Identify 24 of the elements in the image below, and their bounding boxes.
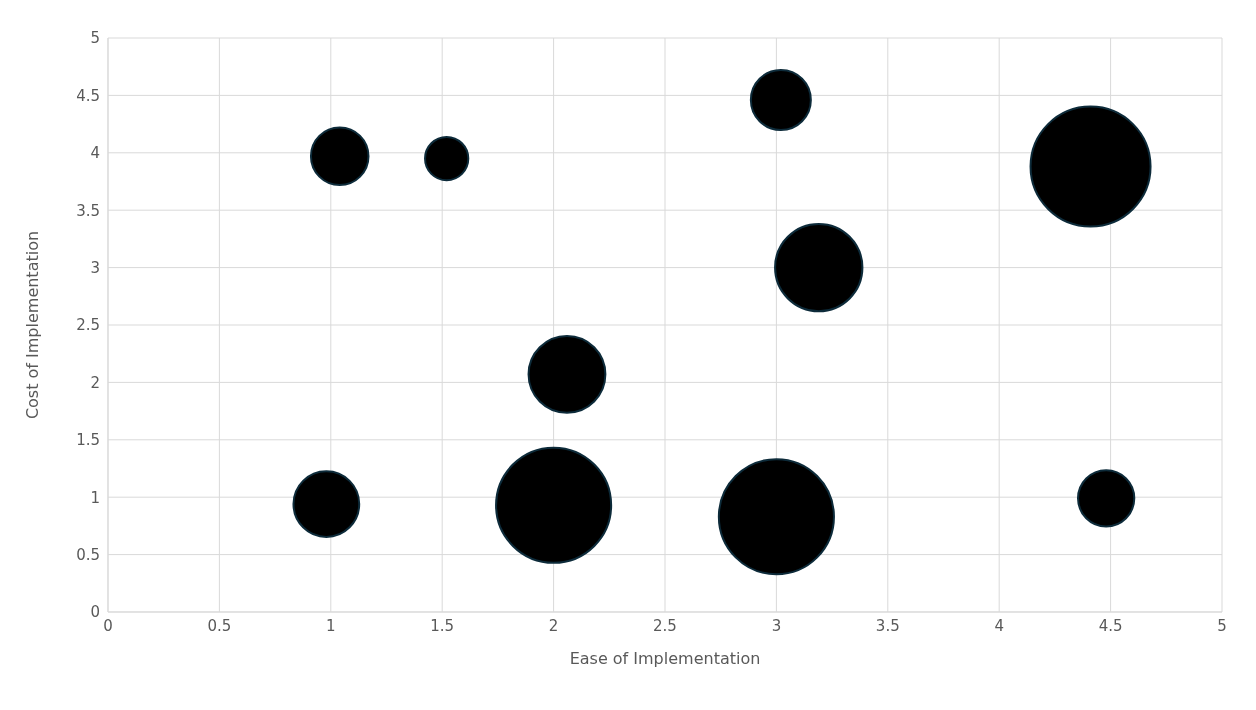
x-tick-label: 1: [326, 616, 336, 635]
y-tick-label: 4.5: [76, 86, 100, 105]
x-tick-label: 2.5: [653, 616, 677, 635]
x-axis-title: Ease of Implementation: [569, 649, 761, 668]
y-tick-label: 0.5: [76, 545, 100, 564]
y-axis-title: Cost of Implementation: [22, 230, 42, 420]
x-tick-label: 2: [548, 616, 559, 635]
y-tick-label: 4: [90, 144, 100, 163]
x-tick-label: 4: [994, 616, 1004, 635]
y-tick-label: 5: [90, 29, 100, 48]
y-tick-label: 3: [90, 258, 100, 277]
x-tick-label: 3: [771, 616, 782, 635]
y-tick-label: 1.5: [76, 431, 100, 450]
y-tick-label: 2.5: [76, 316, 100, 335]
x-tick-label: 4.5: [1098, 616, 1123, 635]
y-tick-label: 2: [90, 373, 100, 392]
x-tick-label: 1.5: [430, 616, 455, 635]
x-tick-label: 3.5: [875, 616, 900, 635]
y-tick-label: 3.5: [76, 201, 100, 220]
y-tick-label: 0: [90, 603, 100, 622]
x-tick-label: 0: [103, 616, 113, 635]
x-tick-label: 5: [1217, 616, 1227, 635]
x-tick-label: 0.5: [207, 616, 232, 635]
y-tick-label: 1: [90, 488, 100, 507]
